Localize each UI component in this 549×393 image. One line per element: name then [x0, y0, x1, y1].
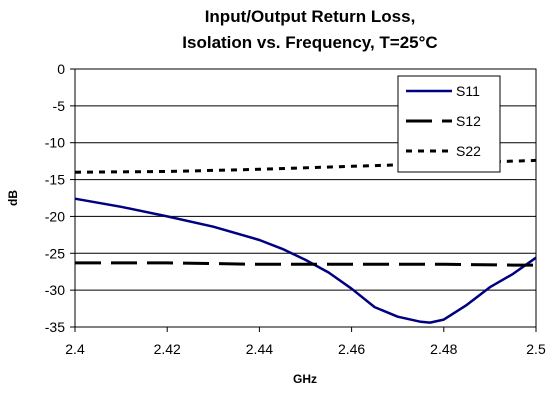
legend-label-s12: S12	[456, 113, 481, 129]
y-axis-label: dB	[6, 190, 20, 206]
y-tick-label: -30	[45, 282, 65, 298]
x-tick-label: 2.44	[246, 341, 273, 357]
x-tick-label: 2.5	[526, 341, 546, 357]
plot-area	[74, 68, 537, 328]
x-tick-label: 2.4	[65, 341, 85, 357]
y-tick-label: -5	[53, 98, 66, 114]
series-line-s12	[75, 261, 536, 267]
legend-label-s11: S11	[456, 83, 480, 99]
legend: S11 S12 S22	[397, 75, 501, 173]
series-line-s11	[74, 197, 537, 324]
x-axis-label: GHz	[293, 372, 317, 386]
y-tick-label: -10	[45, 135, 65, 151]
y-tick-label: -35	[45, 319, 65, 335]
y-tick-label: -20	[45, 208, 65, 224]
x-tick-label: 2.48	[430, 341, 457, 357]
chart-title-line2: Isolation vs. Frequency, T=25°C	[182, 33, 437, 52]
chart-title-line1: Input/Output Return Loss,	[205, 7, 416, 26]
series-lines	[74, 158, 537, 324]
x-tick-label: 2.42	[154, 341, 181, 357]
legend-label-s22: S22	[456, 143, 481, 159]
x-tick-label: 2.46	[338, 341, 365, 357]
axis-ticks: 0 -5 -10 -15 -20 -25 -30 -352.4 2.42 2.44 2.46 2.48…	[45, 61, 546, 357]
y-tick-label: 0	[57, 61, 65, 77]
y-tick-label: -15	[45, 172, 65, 188]
y-tick-label: -25	[45, 245, 65, 261]
